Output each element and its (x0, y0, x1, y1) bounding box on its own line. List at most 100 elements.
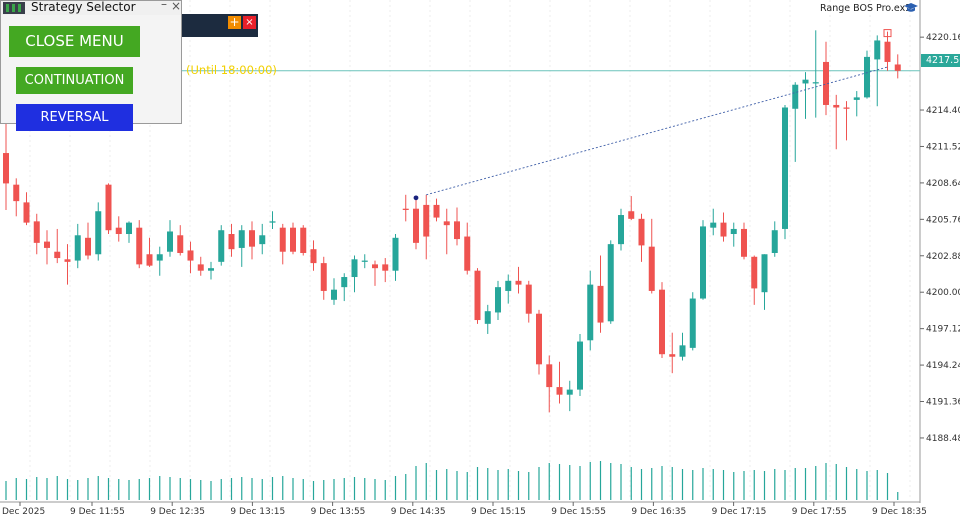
candle-body (33, 221, 40, 243)
minimize-button[interactable]: – (161, 0, 167, 11)
candle-body (628, 211, 635, 219)
signal-marker (883, 29, 892, 38)
candle-body (505, 280, 512, 291)
candle-body (74, 235, 81, 261)
time-tick-label: 9 Dec 16:35 (631, 507, 686, 517)
candle-body (402, 208, 409, 210)
reversal-button[interactable]: REVERSAL (16, 104, 133, 131)
candle-body (843, 107, 850, 109)
continuation-button[interactable]: CONTINUATION (16, 67, 133, 94)
candle-body (95, 211, 102, 255)
candle-body (44, 241, 50, 248)
graduation-cap-icon (904, 3, 918, 12)
time-tick-label: 9 Dec 14:35 (391, 507, 446, 517)
candle-body (54, 251, 61, 259)
candle-body (423, 204, 430, 237)
candle-body (648, 246, 655, 291)
candle-body (874, 40, 881, 60)
candle-body (156, 254, 163, 261)
time-tick-label: 9 Dec 17:55 (792, 507, 847, 517)
candle-body (751, 256, 758, 289)
window-title: Strategy Selector (31, 0, 136, 14)
candle-body (290, 227, 296, 252)
candle-body (310, 249, 317, 264)
price-tick-label: 4202.88 (926, 252, 960, 262)
close-window-button[interactable]: × (171, 0, 182, 13)
candle-body (812, 82, 819, 84)
time-tick-label: 9 Dec 15:55 (551, 507, 606, 517)
time-tick-label: 9 Dec 18:35 (872, 507, 927, 517)
candle-body (392, 237, 399, 271)
candle-body (372, 264, 378, 269)
price-tick-label: 4205.76 (926, 215, 960, 225)
candle-body (433, 204, 440, 218)
candle-body (177, 235, 184, 253)
price-tick-label: 4188.48 (926, 434, 960, 444)
candle-body (413, 208, 419, 243)
candle-body (300, 227, 307, 253)
candle-body (279, 227, 286, 252)
candle-body (700, 226, 706, 299)
candle-body (884, 41, 891, 62)
time-tick-label: Dec 2025 (2, 507, 45, 517)
entry-marker (413, 195, 419, 201)
price-tick-label: 4197.12 (926, 325, 960, 335)
candle-body (823, 61, 829, 105)
candle-body (710, 222, 717, 228)
candle-body (136, 227, 143, 265)
price-tick-label: 4211.52 (926, 142, 960, 152)
candle-body (3, 153, 9, 184)
strategy-selector-titlebar[interactable]: Strategy Selector – × (1, 0, 182, 15)
candle-body (556, 387, 563, 395)
candle-body (146, 254, 153, 266)
candle-body (382, 264, 389, 271)
candle-body (607, 244, 614, 322)
candle-body (659, 289, 665, 355)
candle-body (64, 259, 71, 262)
candle-body (833, 104, 840, 108)
candle-body (331, 289, 337, 300)
candle-body (566, 389, 573, 395)
candle-body (167, 231, 173, 252)
candle-body (105, 184, 112, 231)
candle-body (126, 222, 132, 235)
time-tick-label: 9 Dec 17:15 (712, 507, 767, 517)
candle-body (474, 270, 481, 321)
candle-body (782, 107, 788, 229)
time-tick-label: 9 Dec 12:35 (150, 507, 205, 517)
candle-body (259, 235, 266, 245)
candle-body (597, 285, 604, 323)
ea-info-panel: + × (182, 14, 258, 37)
candle-body (720, 222, 727, 237)
candle-body (351, 259, 358, 278)
candle-body (320, 263, 327, 291)
price-tick-label: 4220.16 (926, 33, 960, 43)
price-tick-label: 4214.40 (926, 106, 960, 116)
candle-body (443, 221, 450, 226)
close-menu-button[interactable]: CLOSE MENU (9, 26, 140, 57)
candle-body (23, 202, 30, 223)
candle-body (761, 254, 768, 293)
candle-body (679, 345, 686, 357)
candle-body (536, 313, 542, 365)
candle-body (853, 97, 860, 100)
price-tick-label: 4194.24 (926, 361, 960, 371)
candle-body (802, 79, 809, 84)
candle-body (638, 218, 645, 246)
candle-body (238, 230, 245, 248)
time-tick-label: 9 Dec 11:55 (70, 507, 125, 517)
time-tick-label: 9 Dec 15:15 (471, 507, 526, 517)
trendline (426, 66, 888, 196)
candle-body (730, 228, 737, 235)
candle-body (13, 184, 20, 202)
candle-body (546, 364, 553, 388)
expand-panel-button[interactable]: + (228, 15, 241, 29)
candle-body (361, 260, 368, 262)
price-tick-label: 4191.36 (926, 398, 960, 408)
candle-body (218, 230, 225, 262)
close-panel-button[interactable]: × (243, 16, 256, 29)
current-price-label: 4217.50 (921, 54, 960, 67)
candle-body (741, 228, 747, 257)
candle-body (577, 341, 583, 390)
